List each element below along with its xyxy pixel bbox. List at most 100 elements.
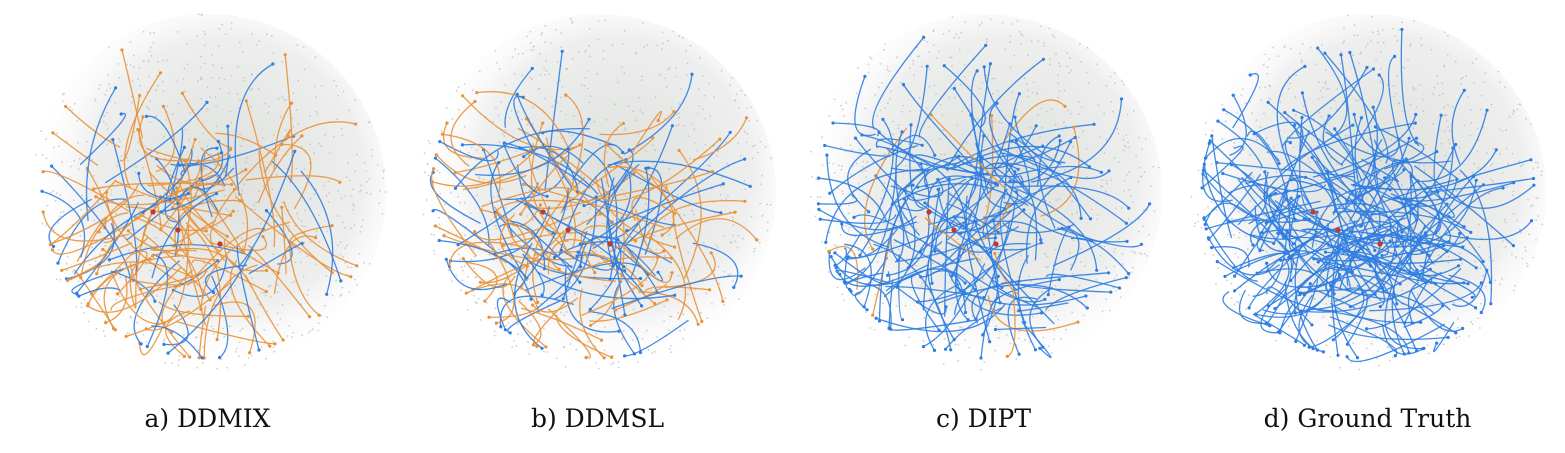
graph-node (1065, 125, 1067, 128)
graph-node (1373, 203, 1375, 206)
graph-node (1431, 175, 1434, 178)
graph-node (696, 149, 699, 152)
edge-endpoint (536, 300, 540, 304)
graph-node (148, 108, 151, 111)
graph-node (482, 178, 485, 181)
edge-endpoint (578, 143, 582, 147)
graph-node (460, 266, 463, 269)
graph-node (1082, 130, 1084, 133)
edge-endpoint (1316, 46, 1320, 50)
graph-node (903, 217, 906, 219)
graph-node (1422, 98, 1425, 101)
edge-endpoint (1000, 285, 1004, 289)
graph-node (116, 164, 118, 167)
orange-edge (61, 242, 133, 272)
graph-node (1486, 152, 1488, 155)
graph-node (586, 211, 589, 214)
graph-node (514, 48, 516, 51)
graph-node (1057, 96, 1060, 99)
graph-node (433, 249, 435, 252)
graph-node (315, 188, 318, 191)
graph-node (1353, 24, 1356, 27)
graph-node (206, 86, 209, 89)
graph-node (1268, 152, 1271, 155)
edge-endpoint (139, 342, 143, 346)
graph-node (617, 361, 620, 363)
graph-node (1529, 205, 1532, 208)
edge-endpoint (51, 244, 56, 248)
edge-endpoint (163, 321, 167, 325)
graph-node (1264, 53, 1267, 56)
graph-node (309, 143, 311, 146)
graph-node (1255, 119, 1258, 121)
blue-edge (146, 115, 186, 173)
edge-endpoint (584, 356, 588, 360)
graph-node (470, 258, 473, 261)
edge-endpoint (709, 251, 713, 255)
graph-node (114, 102, 117, 104)
edge-endpoint (1016, 167, 1020, 171)
edge-endpoint (1255, 271, 1259, 275)
graph-node (1226, 233, 1229, 236)
graph-node (1020, 43, 1022, 45)
edge-endpoint (339, 279, 343, 283)
graph-node (366, 191, 368, 194)
blue-edge (504, 142, 591, 189)
graph-node (1263, 215, 1266, 217)
blue-edge (1286, 67, 1368, 139)
orange-edge (138, 116, 193, 162)
graph-node (1412, 225, 1414, 228)
graph-node (318, 240, 321, 243)
edge-endpoint (1013, 170, 1017, 174)
graph-node (260, 291, 263, 294)
graph-node (938, 50, 940, 53)
graph-node (1018, 30, 1021, 33)
graph-node (1499, 128, 1501, 131)
graph-node (556, 61, 559, 64)
edge-endpoint (1038, 346, 1042, 350)
graph-node (60, 161, 63, 163)
graph-node (1302, 193, 1305, 195)
graph-node (1339, 366, 1342, 369)
graph-node (1044, 310, 1047, 313)
graph-node (165, 119, 168, 121)
edge-endpoint (1057, 278, 1061, 282)
graph-node (833, 98, 836, 101)
graph-node (664, 77, 667, 80)
graph-node (724, 297, 727, 299)
graph-node (624, 195, 627, 198)
graph-node (262, 169, 265, 172)
orange-edge (281, 207, 287, 275)
graph-node (1392, 27, 1394, 30)
blue-edge (1029, 286, 1053, 348)
graph-node (1267, 143, 1270, 146)
graph-node (356, 283, 358, 286)
graph-node (136, 321, 138, 324)
graph-node (560, 96, 562, 99)
graph-node (1460, 83, 1462, 85)
edge-endpoint (963, 310, 968, 315)
graph-node (147, 60, 150, 63)
graph-node (281, 60, 284, 63)
graph-node (1042, 44, 1045, 47)
graph-node (1376, 357, 1378, 360)
graph-node (734, 240, 737, 243)
graph-node (953, 96, 956, 99)
graph-node (1443, 130, 1446, 132)
orange-edge (198, 305, 207, 358)
graph-node (981, 21, 983, 24)
blue-edge (885, 147, 988, 175)
blue-edge (1229, 200, 1321, 223)
graph-node (1193, 225, 1196, 228)
graph-node (1058, 198, 1061, 201)
graph-node (998, 121, 1001, 124)
blue-edge (234, 63, 274, 196)
orange-edge (527, 172, 635, 210)
graph-node (748, 119, 750, 122)
edge-endpoint (522, 155, 526, 159)
edge-endpoint (86, 304, 90, 308)
graph-node (250, 72, 253, 75)
graph-node (1277, 55, 1280, 58)
blue-edge (930, 187, 941, 284)
blue-edge (1237, 176, 1306, 226)
